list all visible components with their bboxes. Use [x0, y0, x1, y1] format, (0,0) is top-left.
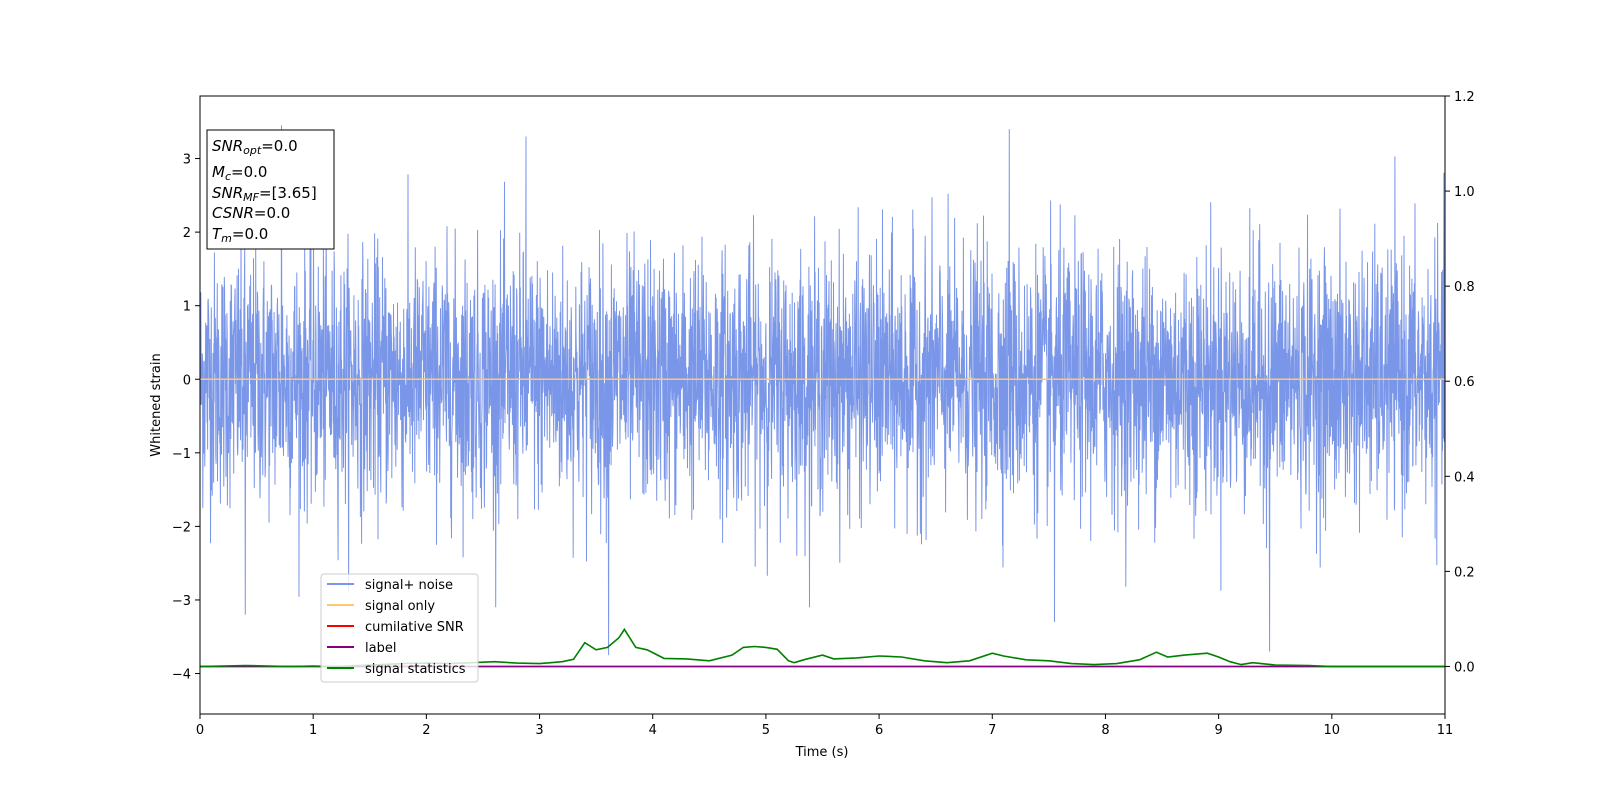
x-axis-ticks: 0 1 2 3 4 5 6 7 8 9 10 11 [196, 714, 1453, 738]
info-snr-mf: SNRMF=[3.65] [212, 184, 317, 204]
x-tick-label: 8 [1101, 723, 1109, 738]
x-tick-label: 2 [422, 723, 430, 738]
y-left-tick-label: −2 [172, 520, 191, 535]
x-tick-label: 5 [762, 723, 770, 738]
y-right-tick-label: 0.2 [1454, 565, 1475, 580]
y-left-tick-label: 3 [183, 153, 191, 168]
y-axis-left-ticks: 3 2 1 0 −1 −2 −3 −4 [172, 153, 200, 683]
x-tick-label: 4 [649, 723, 657, 738]
x-tick-label: 3 [535, 723, 543, 738]
x-tick-label: 10 [1324, 723, 1341, 738]
y-right-tick-label: 0.0 [1454, 660, 1475, 675]
x-tick-label: 6 [875, 723, 883, 738]
x-tick-label: 9 [1214, 723, 1222, 738]
y-left-tick-label: 0 [183, 373, 191, 388]
y-left-tick-label: 1 [183, 300, 191, 315]
x-tick-label: 1 [309, 723, 317, 738]
y-axis-right-ticks: 1.2 1.0 0.8 0.6 0.4 0.2 0.0 [1445, 90, 1475, 675]
info-box-frame [206, 129, 335, 250]
y-right-tick-label: 0.6 [1454, 375, 1475, 390]
x-axis-label: Time (s) [795, 745, 849, 760]
info-csnr: CSNR=0.0 [212, 204, 290, 222]
y-right-tick-label: 0.4 [1454, 470, 1475, 485]
y-right-tick-label: 1.2 [1454, 90, 1475, 105]
series-signal-noise [200, 125, 1445, 656]
y-left-tick-label: 2 [183, 226, 191, 241]
legend-label-label: label [365, 641, 396, 656]
info-snr-opt: SNRopt=0.0 [212, 137, 298, 157]
axes-frame [199, 95, 1446, 715]
legend-label-cumulative-snr: cumilative SNR [365, 620, 464, 635]
y-right-tick-label: 0.8 [1454, 280, 1475, 295]
y-axis-label: Whitened strain [149, 353, 164, 456]
x-tick-label: 7 [988, 723, 996, 738]
y-left-tick-label: −1 [172, 447, 191, 462]
info-tm: Tm=0.0 [212, 225, 268, 245]
x-tick-label: 0 [196, 723, 204, 738]
y-left-tick-label: −4 [172, 668, 191, 683]
y-right-tick-label: 1.0 [1454, 185, 1475, 200]
legend-label-signal-noise: signal+ noise [365, 578, 453, 593]
x-tick-label: 11 [1437, 723, 1454, 738]
y-left-tick-label: −3 [172, 594, 191, 609]
legend-frame [320, 573, 479, 683]
legend-label-signal-only: signal only [365, 599, 435, 614]
info-mc: Mc=0.0 [212, 163, 267, 183]
legend-label-signal-statistics: signal statistics [365, 662, 466, 677]
legend: signal+ noise signal only cumilative SNR… [320, 573, 479, 683]
info-box: SNRopt=0.0 Mc=0.0 SNRMF=[3.65] CSNR=0.0 … [206, 129, 335, 250]
